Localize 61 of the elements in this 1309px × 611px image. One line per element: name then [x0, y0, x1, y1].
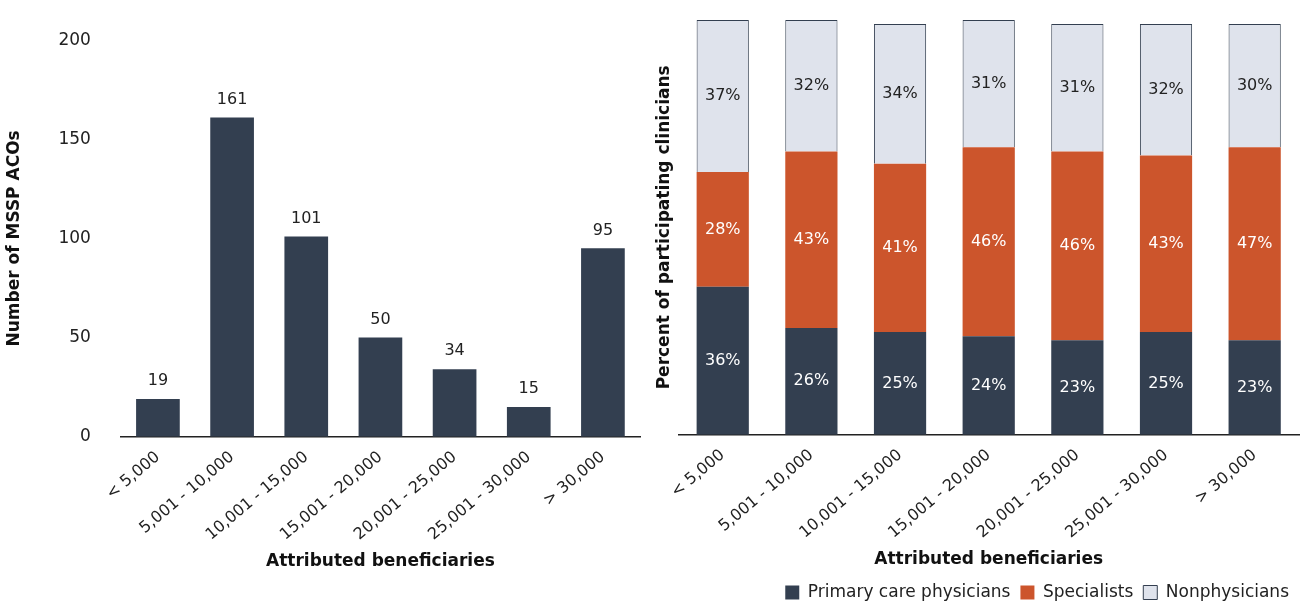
bar: [1051, 340, 1104, 435]
bar: [873, 163, 927, 333]
data-label: 50: [370, 308, 391, 328]
data-label: 26%: [793, 370, 830, 390]
data-label: 46%: [1059, 234, 1096, 254]
bar: [1139, 332, 1193, 435]
data-label: 43%: [793, 228, 830, 248]
data-label: 34: [444, 340, 465, 360]
data-label: 30%: [1236, 74, 1273, 94]
bar: [284, 236, 329, 437]
data-label: 36%: [704, 349, 741, 369]
y-tick-label: 50: [69, 325, 91, 346]
bar: [358, 337, 403, 437]
y-tick-label: 100: [58, 226, 91, 247]
bar: [1228, 340, 1281, 435]
y-tick-label: 150: [58, 127, 91, 148]
data-label: 32%: [793, 74, 830, 94]
y-axis-title: Percent of participating clinicians: [652, 65, 673, 390]
bar: [1051, 151, 1104, 341]
y-tick-label: 0: [80, 425, 91, 446]
data-label: 41%: [882, 237, 918, 257]
x-axis-title: Attributed beneficiaries: [266, 550, 495, 571]
data-label: 25%: [1148, 372, 1184, 392]
bar: [581, 248, 625, 437]
data-label: 34%: [882, 83, 918, 103]
data-label: 43%: [1148, 232, 1184, 252]
data-label: 28%: [704, 218, 741, 238]
data-label: 31%: [1059, 76, 1096, 96]
bar: [432, 369, 477, 437]
legend-label: Specialists: [1042, 580, 1134, 601]
y-axis-title: Number of MSSP ACOs: [2, 130, 23, 347]
bar: [696, 171, 749, 287]
legend-label: Nonphysicians: [1165, 580, 1290, 601]
data-label: 46%: [970, 230, 1007, 250]
bar: [136, 399, 180, 437]
bar: [696, 286, 749, 435]
data-label: 25%: [882, 372, 918, 392]
bar: [873, 332, 927, 435]
x-axis-title: Attributed beneficiaries: [874, 548, 1104, 569]
bar: [785, 151, 838, 328]
data-label: 23%: [1059, 376, 1096, 396]
data-label: 101: [290, 207, 322, 227]
bar: [962, 336, 1015, 435]
data-label: 37%: [704, 85, 741, 105]
y-tick-label: 200: [58, 28, 91, 49]
bar: [210, 117, 254, 437]
data-label: 32%: [1148, 78, 1184, 98]
legend-label: Primary care physicians: [807, 580, 1011, 601]
bar: [785, 327, 838, 435]
bar: [1139, 155, 1193, 333]
data-label: 47%: [1236, 232, 1273, 252]
data-label: 95: [592, 219, 614, 239]
data-label: 15: [518, 378, 539, 398]
bar: [962, 147, 1015, 337]
data-label: 161: [216, 88, 248, 108]
bar: [506, 406, 551, 437]
bar: [1228, 147, 1281, 341]
data-label: 19: [147, 370, 169, 390]
data-label: 31%: [970, 72, 1007, 92]
data-label: 24%: [970, 374, 1007, 394]
data-label: 23%: [1236, 376, 1273, 396]
